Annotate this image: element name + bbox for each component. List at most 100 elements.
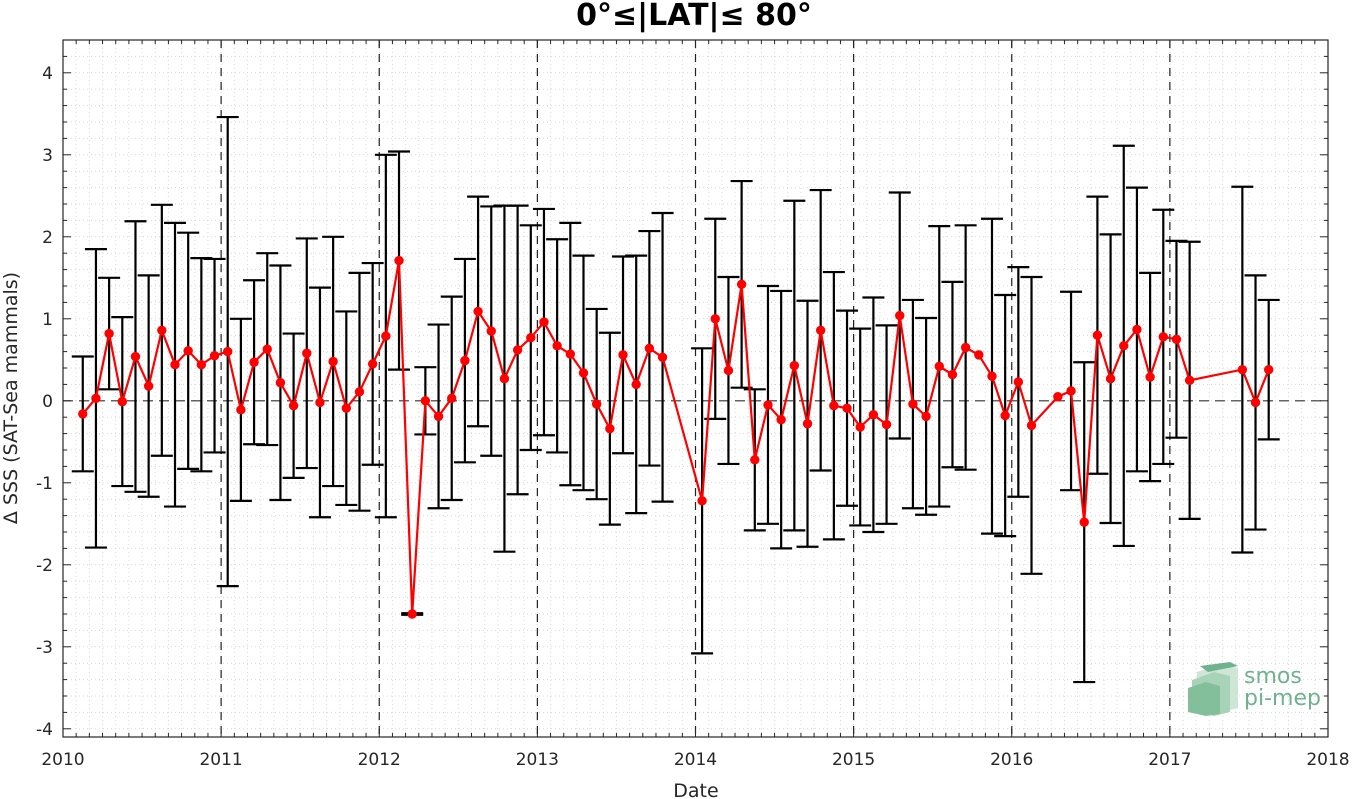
y-tick-label: -1 [36, 474, 53, 494]
data-point [1184, 375, 1195, 385]
y-tick-label: 0 [42, 392, 53, 412]
data-point [328, 356, 338, 367]
data-point [381, 331, 391, 341]
data-point [1092, 330, 1103, 340]
data-point [473, 306, 483, 317]
data-point [802, 419, 813, 429]
data-point [921, 411, 931, 422]
data-point [143, 381, 154, 391]
data-point [407, 609, 417, 619]
data-point [1171, 334, 1182, 344]
data-point [895, 310, 905, 321]
data-point [302, 348, 312, 358]
data-point [433, 411, 444, 422]
data-point [354, 387, 365, 397]
axes [62, 39, 1329, 738]
data-point [631, 379, 641, 390]
data-point [275, 378, 286, 388]
data-point [1053, 392, 1063, 402]
data-point [1145, 372, 1155, 382]
data-point [855, 422, 865, 432]
data-point [723, 365, 734, 376]
data-point [130, 351, 141, 362]
data-series [78, 255, 1274, 619]
data-point [776, 414, 786, 425]
x-tick-label: 2015 [832, 750, 875, 770]
data-point [618, 350, 628, 360]
data-point [1237, 364, 1248, 375]
data-point [947, 369, 958, 380]
data-point [815, 325, 826, 335]
x-tick-label: 2011 [199, 750, 242, 770]
data-point [117, 396, 127, 407]
data-point [697, 496, 707, 506]
data-point [394, 255, 404, 266]
x-tick-label: 2017 [1148, 750, 1191, 770]
data-point [157, 325, 167, 335]
data-point [486, 326, 496, 336]
data-point [236, 405, 246, 415]
data-point [1013, 377, 1024, 387]
data-point [736, 279, 747, 290]
logo-text-pi-mep: pi-mep [1244, 686, 1321, 711]
data-point [842, 403, 852, 413]
x-tick-label: 2012 [358, 750, 401, 770]
data-point [605, 423, 615, 434]
data-point [763, 400, 773, 410]
data-point [657, 352, 668, 363]
data-point [499, 373, 510, 384]
data-point [170, 360, 180, 370]
data-point [512, 345, 523, 355]
x-tick-label: 2016 [990, 750, 1033, 770]
data-point [987, 371, 997, 381]
x-tick-label: 2010 [41, 750, 84, 770]
data-point [196, 360, 207, 370]
data-point [974, 350, 984, 360]
data-point [1264, 364, 1274, 375]
data-point [78, 409, 88, 419]
x-tick-label: 2013 [516, 750, 559, 770]
data-point [934, 361, 944, 372]
data-point [868, 410, 879, 420]
data-point [367, 359, 378, 369]
logo-text-smos: smos [1244, 664, 1302, 689]
data-point [526, 332, 536, 343]
y-tick-label: -4 [36, 720, 53, 740]
data-point [420, 396, 431, 406]
x-axis-label: Date [673, 780, 718, 799]
reference-lines [63, 40, 1328, 737]
data-point [829, 401, 839, 411]
x-tick-label: 2018 [1306, 750, 1349, 770]
data-point [1105, 373, 1116, 384]
data-point [183, 346, 193, 356]
data-point [1119, 341, 1129, 351]
data-point [591, 399, 602, 409]
data-point [447, 393, 457, 404]
data-point [710, 314, 720, 324]
logo-mark-icon [1188, 662, 1238, 716]
data-point [460, 355, 470, 366]
data-point [960, 342, 971, 353]
data-point [223, 346, 233, 357]
data-point [881, 419, 892, 430]
y-tick-label: 2 [42, 228, 53, 248]
data-point [578, 368, 589, 378]
data-point [908, 399, 918, 409]
y-tick-label: 1 [42, 310, 53, 330]
data-point [1132, 324, 1142, 335]
data-point [1158, 332, 1168, 342]
data-point [644, 343, 655, 354]
data-point [249, 357, 259, 367]
data-point [565, 349, 576, 359]
data-point [1026, 420, 1037, 431]
data-point [315, 397, 325, 408]
y-tick-label: -3 [36, 638, 53, 658]
x-tick-label: 2014 [674, 750, 717, 770]
chart-title: 0°≤|LAT|≤ 80° [576, 0, 812, 33]
y-axis-label: Δ SSS (SAT-Sea mammals) [0, 272, 22, 524]
data-point [104, 328, 114, 339]
data-point [552, 341, 562, 351]
tick-labels: 2010 2011 2012 2013 2014 2015 2016 2017 2018 4 3 2 1… [36, 64, 1350, 770]
data-point [209, 351, 220, 361]
